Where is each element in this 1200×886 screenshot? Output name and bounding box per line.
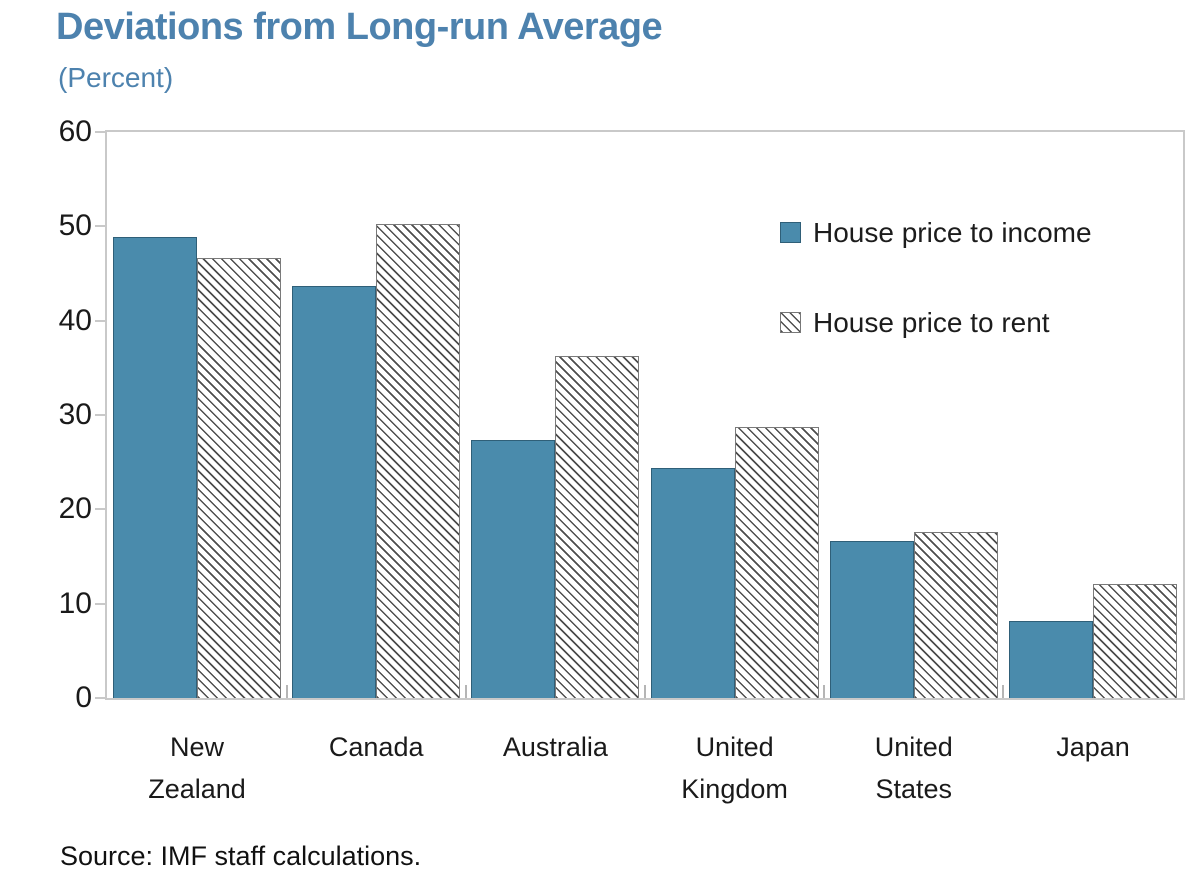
plot-area: House price to income House price to ren… [105, 130, 1185, 700]
y-tick-label: 0 [75, 681, 92, 714]
chart-subtitle: (Percent) [58, 62, 174, 93]
x-tick-mark [464, 685, 467, 698]
x-category-label: Canada [328, 732, 424, 762]
legend-label-rent: House price to rent [813, 307, 1050, 338]
legend-item-house-price-to-income: House price to income [780, 218, 1092, 248]
source-note: Source: IMF staff calculations. [60, 841, 422, 871]
x-category-label: Japan [1056, 732, 1130, 762]
x-category-label: Australia [502, 732, 608, 762]
x-tick-mark [644, 685, 646, 698]
legend-swatch-hatched-icon [780, 312, 801, 333]
y-tick-label: 60 [58, 115, 92, 148]
bar-rent [555, 356, 640, 698]
bar-income [113, 237, 197, 698]
x-category-label: United Kingdom [681, 732, 788, 804]
y-tick-label: 30 [58, 398, 92, 431]
x-tick-mark [823, 685, 826, 698]
bar-rent [197, 258, 281, 698]
y-tick-label: 20 [58, 492, 92, 526]
x-tick-mark [285, 685, 288, 698]
y-tick-mark [95, 508, 106, 511]
bar-income [292, 286, 377, 698]
y-tick-mark [95, 414, 106, 416]
chart-title: Deviations from Long-run Average [56, 6, 663, 48]
x-category-label: New Zealand [148, 732, 246, 804]
legend: House price to income House price to ren… [780, 218, 1092, 338]
bar-income [1009, 621, 1093, 698]
legend-label-income: House price to income [813, 217, 1092, 248]
bar-rent [376, 224, 461, 698]
bar-income [471, 440, 556, 698]
bar-rent [913, 532, 998, 698]
legend-swatch-blue-icon [780, 222, 801, 243]
bar-rent [734, 427, 819, 698]
y-tick-label: 10 [58, 586, 92, 620]
y-tick-mark [95, 225, 106, 228]
bar-rent [1093, 584, 1177, 698]
x-category-label: United States [874, 732, 953, 804]
y-tick-label: 50 [58, 209, 92, 243]
y-tick-label: 40 [58, 303, 92, 337]
y-tick-mark [95, 697, 106, 699]
y-tick-mark [95, 319, 106, 322]
y-tick-mark [95, 602, 106, 605]
y-tick-mark [95, 131, 106, 133]
legend-item-house-price-to-rent: House price to rent [780, 308, 1092, 338]
bar-income [829, 541, 914, 698]
bar-income [650, 468, 735, 698]
x-tick-mark [1002, 685, 1005, 698]
